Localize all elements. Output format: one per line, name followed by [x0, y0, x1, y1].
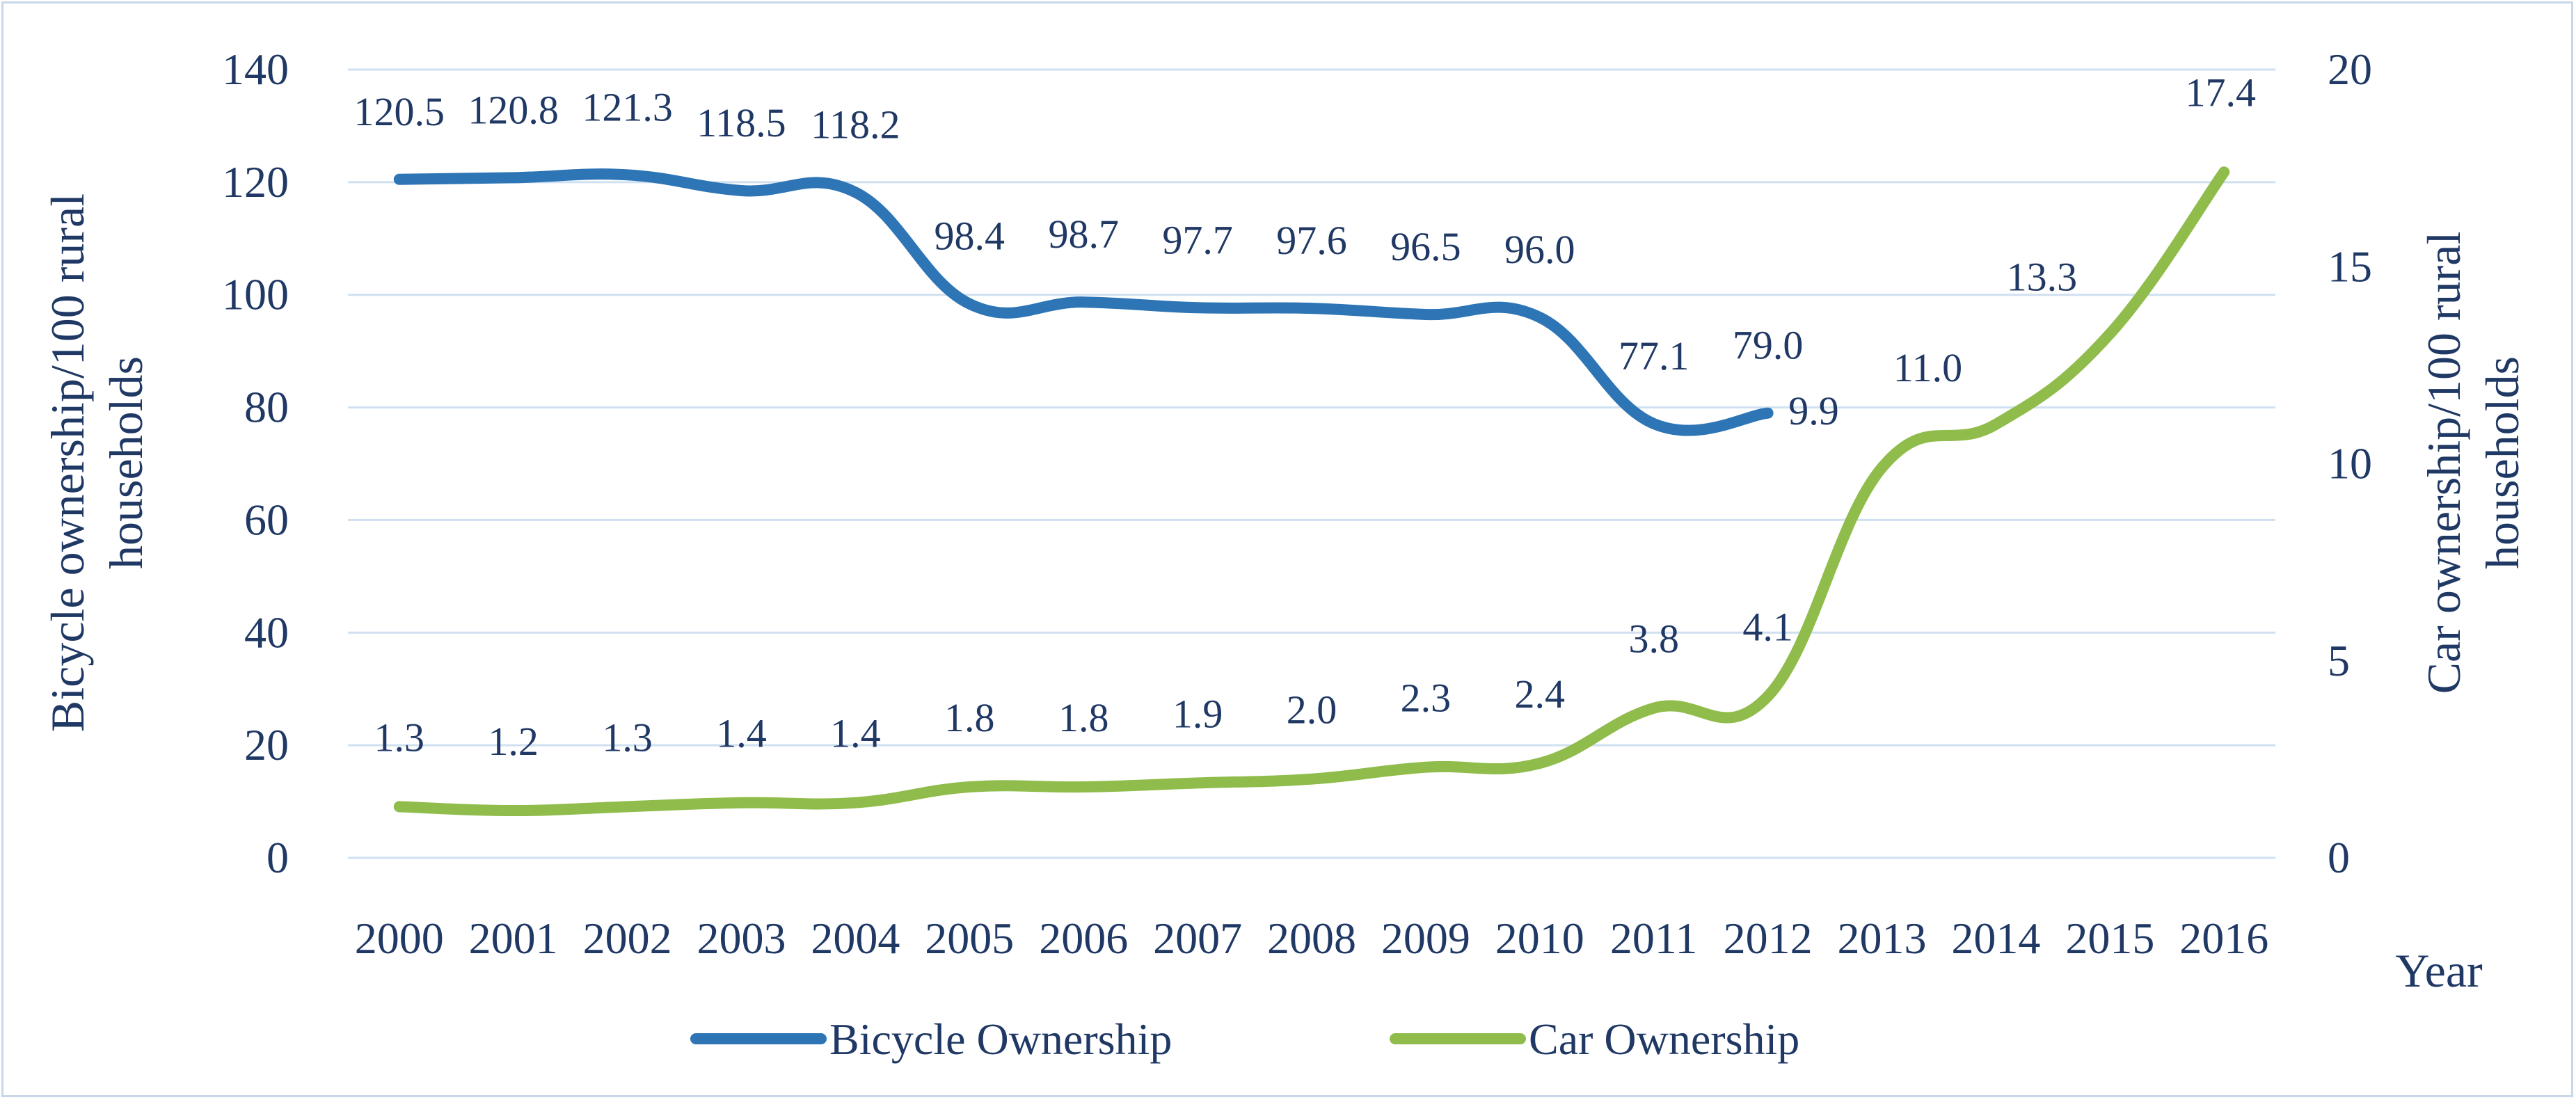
y-left-tick-label: 40 — [244, 607, 289, 657]
data-label: 3.8 — [1628, 616, 1679, 662]
series-line-bicycle — [393, 168, 1774, 436]
x-tick-label: 2016 — [2179, 914, 2268, 963]
data-label: 1.4 — [716, 711, 767, 756]
y-right-axis-title: Car ownership/100 rural households — [2417, 232, 2529, 694]
y-left-tick-label: 0 — [267, 833, 289, 882]
y-right-tick-label: 20 — [2328, 45, 2372, 94]
data-label: 2.0 — [1287, 687, 1337, 733]
x-tick-label: 2009 — [1381, 914, 1470, 963]
y-left-tick-label: 60 — [244, 495, 289, 544]
data-label: 1.8 — [1058, 695, 1109, 740]
data-label: 11.0 — [1893, 345, 1962, 390]
data-label: 97.7 — [1162, 217, 1233, 262]
y-right-tick-label: 15 — [2328, 241, 2372, 291]
x-tick-label: 2007 — [1153, 914, 1242, 963]
legend: Bicycle Ownership Car Ownership — [690, 1014, 1799, 1064]
data-label: 2.3 — [1401, 676, 1452, 721]
data-label: 1.3 — [374, 715, 425, 760]
y-right-axis-title-line: households — [2476, 356, 2529, 569]
y-right-axis-title-line: Car ownership/100 rural — [2417, 232, 2470, 694]
x-tick-label: 2002 — [583, 914, 672, 963]
legend-label-car: Car Ownership — [1529, 1014, 1799, 1064]
data-label: 2.4 — [1515, 671, 1566, 717]
x-tick-label: 2008 — [1267, 914, 1356, 963]
data-label: 9.9 — [1788, 388, 1839, 433]
legend-label-bicycle: Bicycle Ownership — [829, 1014, 1172, 1064]
data-labels: 120.5 120.8 121.3 118.5 118.2 98.4 98.7 97.7 97.… — [354, 70, 2256, 764]
data-label: 1.3 — [602, 715, 653, 760]
x-tick-label: 2003 — [697, 914, 786, 963]
x-tick-label: 2015 — [2065, 914, 2154, 963]
y-right-tick-label: 0 — [2328, 833, 2350, 882]
x-tick-label: 2011 — [1610, 914, 1698, 963]
axes: 0 20 40 60 80 100 120 140 0 5 10 15 20 2000 2001 2002 20… — [41, 45, 2529, 997]
x-tick-label: 2012 — [1724, 914, 1813, 963]
gridlines — [348, 68, 2275, 859]
data-label: 77.1 — [1619, 333, 1689, 378]
data-label: 4.1 — [1742, 605, 1793, 650]
data-label: 96.5 — [1390, 224, 1461, 269]
x-tick-label: 2014 — [1951, 914, 2040, 963]
data-label: 97.6 — [1276, 218, 1347, 263]
data-label: 13.3 — [2007, 255, 2078, 300]
y-left-axis-title-line: Bicycle ownership/100 rural — [41, 193, 94, 732]
data-label: 118.5 — [697, 100, 786, 145]
y-left-axis-title: Bicycle ownership/100 rural households — [41, 193, 152, 732]
data-label: 120.5 — [354, 89, 445, 134]
data-label: 1.9 — [1172, 691, 1223, 736]
data-label: 79.0 — [1733, 323, 1804, 368]
data-label: 17.4 — [2185, 70, 2256, 115]
x-tick-label: 2005 — [925, 914, 1014, 963]
data-label: 1.2 — [488, 719, 539, 764]
data-label: 118.2 — [811, 102, 900, 147]
x-tick-label: 2010 — [1495, 914, 1584, 963]
y-left-tick-label: 80 — [244, 383, 289, 432]
data-label: 98.7 — [1048, 212, 1119, 257]
y-left-tick-label: 120 — [222, 157, 289, 207]
x-tick-label: 2001 — [469, 914, 558, 963]
data-label: 98.4 — [935, 214, 1005, 259]
data-label: 1.8 — [944, 695, 995, 740]
y-left-axis-title-line: households — [100, 356, 152, 569]
x-tick-label: 2000 — [355, 914, 444, 963]
y-right-tick-label: 5 — [2328, 636, 2350, 685]
series-lines — [393, 166, 2230, 816]
x-tick-label: 2013 — [1838, 914, 1927, 963]
y-left-tick-label: 140 — [222, 45, 289, 94]
y-right-tick-label: 10 — [2328, 439, 2372, 488]
x-axis-title: Year — [2395, 944, 2483, 997]
data-label: 121.3 — [582, 84, 673, 129]
series-line-car — [393, 166, 2230, 816]
data-label: 1.4 — [830, 711, 881, 756]
y-left-tick-label: 20 — [244, 720, 289, 770]
y-left-tick-label: 100 — [222, 270, 289, 319]
x-tick-label: 2006 — [1039, 914, 1128, 963]
x-tick-label: 2004 — [811, 914, 900, 963]
data-label: 120.8 — [468, 87, 559, 132]
data-label: 96.0 — [1504, 227, 1575, 272]
